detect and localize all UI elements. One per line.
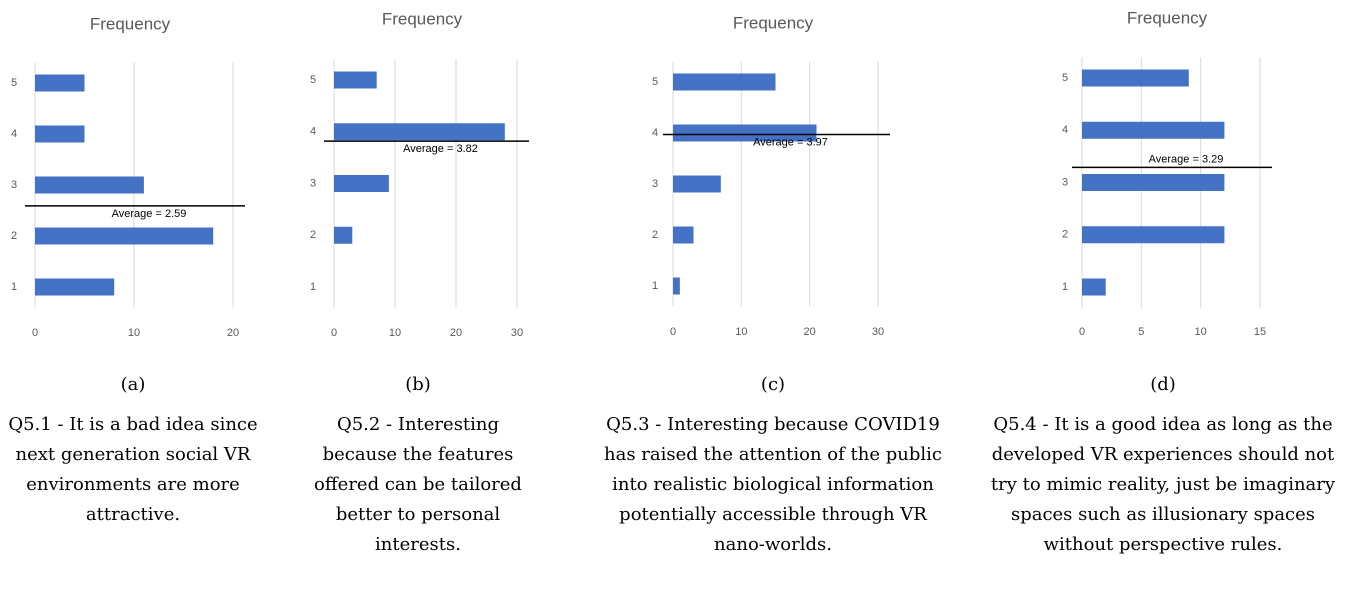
x-tick-label: 20 — [227, 327, 239, 339]
y-tick-label: 3 — [310, 177, 316, 189]
y-tick-label: 5 — [310, 74, 316, 86]
panel-label: (a) — [120, 374, 146, 395]
bar — [35, 227, 214, 245]
bar — [673, 124, 817, 142]
x-tick-label: 0 — [1079, 326, 1085, 338]
bar — [1082, 174, 1225, 191]
panel-label: (b) — [405, 374, 431, 395]
y-tick-label: 2 — [652, 229, 658, 241]
average-label: Average = 3.97 — [753, 136, 828, 148]
chart-title: Frequency — [1127, 8, 1208, 27]
chart-title: Frequency — [90, 14, 171, 33]
caption: Q5.1 - It is a bad idea since next gener… — [8, 414, 258, 525]
bar — [673, 175, 721, 193]
caption: Q5.3 - Interesting because COVID19 has r… — [604, 414, 942, 555]
bar — [35, 125, 85, 143]
x-tick-label: 20 — [804, 326, 816, 338]
bar — [1082, 226, 1225, 244]
y-tick-label: 3 — [11, 179, 17, 191]
x-tick-label: 10 — [389, 327, 401, 339]
y-tick-label: 4 — [1062, 124, 1068, 136]
average-label: Average = 3.82 — [403, 143, 478, 155]
y-tick-label: 1 — [652, 280, 658, 292]
y-tick-label: 3 — [652, 178, 658, 190]
bar — [673, 73, 776, 91]
caption: Q5.2 - Interesting because the features … — [314, 414, 522, 555]
bar — [334, 71, 377, 89]
bar — [334, 226, 353, 244]
panel-label: (c) — [760, 374, 786, 395]
bar — [35, 278, 115, 296]
bar — [1082, 69, 1189, 87]
x-tick-label: 0 — [32, 327, 38, 339]
average-label: Average = 3.29 — [1149, 153, 1224, 165]
x-tick-label: 20 — [450, 327, 462, 339]
average-label: Average = 2.59 — [112, 208, 187, 220]
x-tick-label: 30 — [511, 327, 523, 339]
bar — [1082, 121, 1225, 139]
y-tick-label: 5 — [11, 77, 17, 89]
y-tick-label: 4 — [11, 128, 17, 140]
y-tick-label: 5 — [1062, 72, 1068, 84]
x-tick-label: 10 — [735, 326, 747, 338]
bar — [1082, 278, 1106, 296]
y-tick-label: 1 — [11, 281, 17, 293]
panel-label: (d) — [1150, 374, 1176, 395]
x-tick-label: 10 — [128, 327, 140, 339]
x-tick-label: 10 — [1195, 326, 1207, 338]
bar — [334, 175, 389, 192]
bar — [334, 123, 505, 141]
x-tick-label: 30 — [872, 326, 884, 338]
y-tick-label: 1 — [1062, 281, 1068, 293]
x-tick-label: 0 — [670, 326, 676, 338]
y-tick-label: 4 — [652, 127, 658, 139]
bar — [35, 74, 85, 92]
chart-title: Frequency — [733, 13, 814, 32]
bar — [35, 176, 144, 194]
bar — [673, 277, 680, 295]
x-tick-label: 0 — [331, 327, 337, 339]
y-tick-label: 2 — [310, 229, 316, 241]
y-tick-label: 4 — [310, 126, 316, 138]
x-tick-label: 15 — [1254, 326, 1266, 338]
bar — [673, 226, 694, 244]
y-tick-label: 2 — [11, 230, 17, 242]
y-tick-label: 2 — [1062, 229, 1068, 241]
caption: Q5.4 - It is a good idea as long as the … — [990, 414, 1336, 555]
y-tick-label: 1 — [310, 281, 316, 293]
y-tick-label: 3 — [1062, 176, 1068, 188]
x-tick-label: 5 — [1138, 326, 1144, 338]
y-tick-label: 5 — [652, 76, 658, 88]
chart-title: Frequency — [382, 9, 463, 28]
